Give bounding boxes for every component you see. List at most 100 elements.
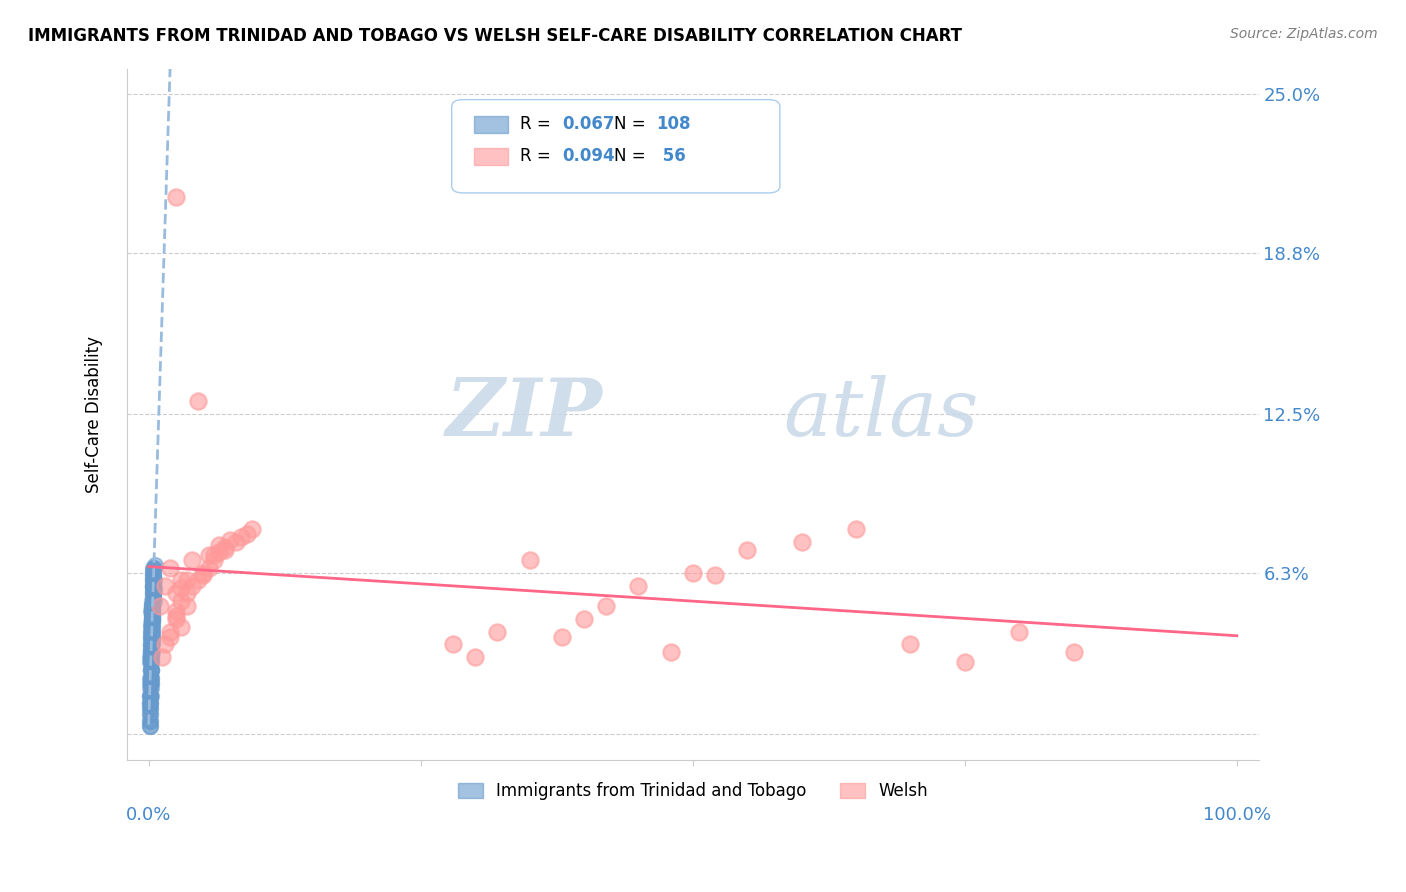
Point (143, 558, 166, 573)
Point (165, 604, 187, 618)
FancyBboxPatch shape (451, 100, 780, 193)
Point (139, 638, 162, 652)
Point (141, 609, 163, 624)
Point (627, 579, 650, 593)
Point (170, 581, 193, 595)
Point (139, 719, 162, 733)
Point (139, 619, 162, 633)
Point (735, 542, 758, 557)
Point (181, 579, 204, 593)
Text: 0.067: 0.067 (562, 115, 614, 133)
Point (141, 599, 163, 613)
Point (143, 583, 166, 598)
Point (139, 671, 162, 685)
Point (139, 656, 162, 670)
Point (139, 642, 162, 657)
Point (142, 571, 165, 585)
Point (143, 574, 166, 588)
Point (208, 538, 231, 552)
Point (139, 656, 162, 670)
Y-axis label: Self-Care Disability: Self-Care Disability (86, 335, 103, 492)
Point (139, 671, 162, 685)
Point (139, 697, 162, 711)
Text: atlas: atlas (783, 376, 979, 453)
Text: 108: 108 (657, 115, 690, 133)
Point (142, 574, 165, 588)
Point (141, 624, 163, 639)
Point (214, 540, 236, 554)
Point (187, 574, 209, 588)
Point (139, 719, 162, 733)
Point (139, 656, 162, 670)
Point (170, 619, 193, 633)
Point (139, 706, 162, 721)
Point (139, 638, 162, 652)
Point (142, 563, 165, 577)
Text: ZIP: ZIP (446, 376, 602, 453)
Point (143, 581, 166, 595)
Text: 0.0%: 0.0% (127, 805, 172, 824)
Point (219, 533, 242, 547)
Point (139, 676, 162, 690)
Point (139, 642, 162, 657)
Point (176, 586, 198, 600)
Point (139, 645, 162, 659)
Point (139, 632, 162, 647)
Point (141, 601, 163, 615)
Point (1008, 624, 1031, 639)
Point (141, 601, 163, 615)
Point (139, 663, 162, 677)
Point (139, 706, 162, 721)
Point (139, 617, 162, 632)
Text: R =: R = (520, 115, 555, 133)
Point (659, 645, 682, 659)
Point (139, 663, 162, 677)
Point (139, 689, 162, 703)
Point (142, 589, 165, 603)
Point (153, 638, 176, 652)
Text: N =: N = (613, 115, 651, 133)
Point (141, 612, 163, 626)
Point (202, 548, 225, 562)
Point (142, 579, 165, 593)
Point (191, 566, 214, 580)
Point (141, 599, 163, 613)
Point (231, 530, 253, 544)
Point (141, 609, 163, 624)
Point (141, 635, 163, 649)
Point (898, 638, 921, 652)
Point (139, 663, 162, 677)
Point (225, 535, 247, 549)
Point (153, 579, 176, 593)
Point (139, 640, 162, 654)
Point (682, 566, 704, 580)
Point (464, 650, 486, 665)
Point (197, 548, 219, 562)
Point (141, 645, 163, 659)
Point (441, 638, 464, 652)
Point (141, 612, 163, 626)
Point (139, 689, 162, 703)
Point (139, 681, 162, 695)
Point (845, 522, 868, 536)
Point (139, 697, 162, 711)
Point (142, 591, 165, 606)
Point (139, 701, 162, 715)
Point (187, 394, 209, 409)
Text: N =: N = (613, 147, 651, 165)
Point (703, 568, 725, 582)
Point (142, 576, 165, 591)
Point (139, 689, 162, 703)
Point (170, 594, 193, 608)
Point (485, 624, 508, 639)
Point (143, 560, 166, 574)
Point (142, 579, 165, 593)
FancyBboxPatch shape (474, 116, 509, 133)
Point (159, 560, 181, 574)
Point (181, 553, 204, 567)
Point (142, 586, 165, 600)
Point (214, 542, 236, 557)
Point (141, 607, 163, 621)
Point (191, 568, 214, 582)
Point (139, 697, 162, 711)
